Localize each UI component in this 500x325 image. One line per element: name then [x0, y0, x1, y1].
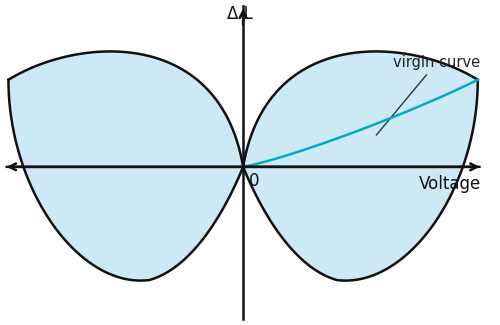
- Polygon shape: [8, 51, 243, 280]
- Text: Δ L: Δ L: [226, 5, 252, 23]
- Polygon shape: [243, 51, 478, 280]
- Text: Voltage: Voltage: [420, 175, 482, 193]
- Text: 0: 0: [249, 172, 260, 190]
- Text: virgin curve: virgin curve: [376, 55, 480, 135]
